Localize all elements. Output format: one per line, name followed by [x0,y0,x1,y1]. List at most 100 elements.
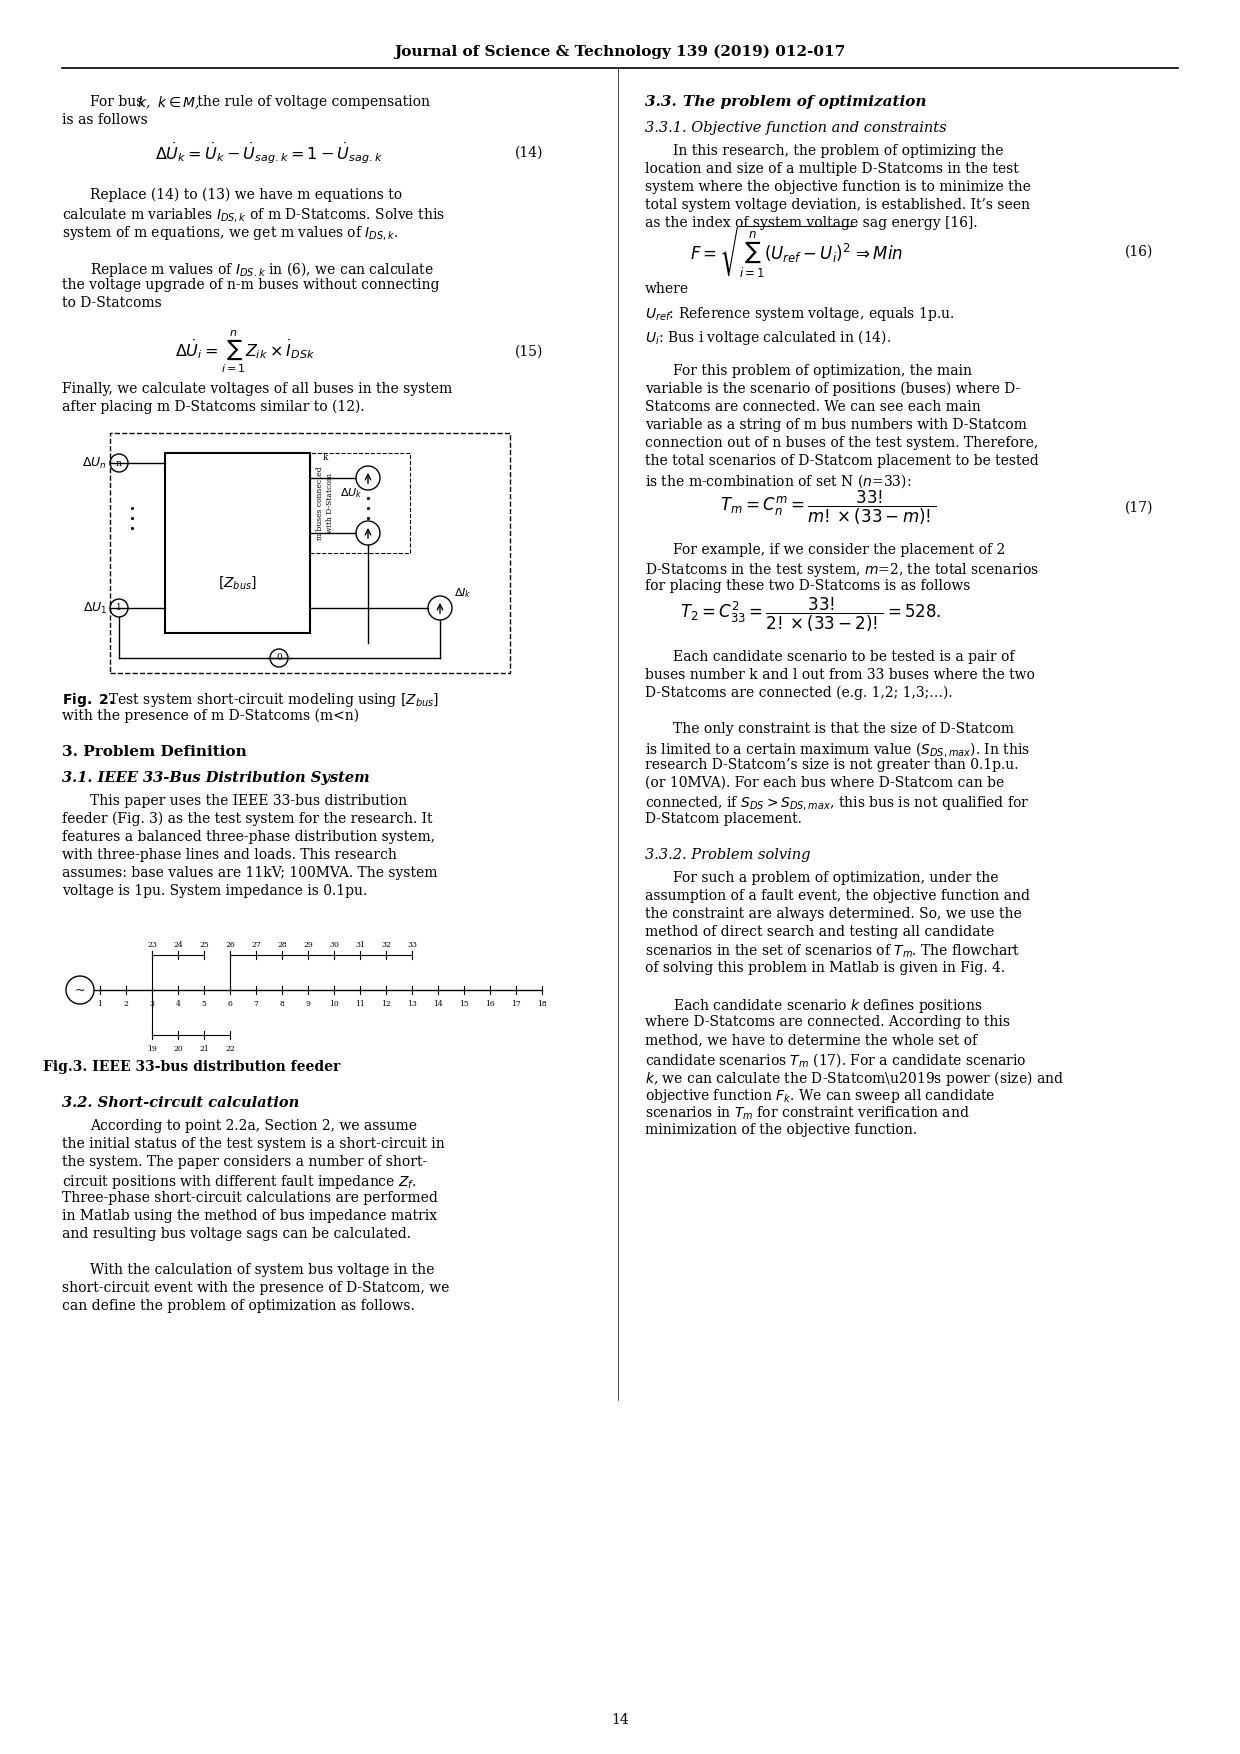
Text: 29: 29 [303,940,312,949]
Text: assumes: base values are 11kV; 100MVA. The system: assumes: base values are 11kV; 100MVA. T… [62,866,438,881]
Text: for placing these two D-Statcoms is as follows: for placing these two D-Statcoms is as f… [645,579,971,593]
Text: 28: 28 [277,940,286,949]
Text: 1: 1 [98,1000,103,1009]
Text: D-Statcom placement.: D-Statcom placement. [645,812,802,826]
Text: connection out of n buses of the test system. Therefore,: connection out of n buses of the test sy… [645,437,1038,451]
Text: assumption of a fault event, the objective function and: assumption of a fault event, the objecti… [645,889,1030,903]
Text: minimization of the objective function.: minimization of the objective function. [645,1123,918,1137]
Text: ~: ~ [74,984,86,996]
Text: $U_{ref}$: Reference system voltage, equals 1p.u.: $U_{ref}$: Reference system voltage, equ… [645,305,955,323]
Text: 3. Problem Definition: 3. Problem Definition [62,745,247,759]
Text: objective function $F_k$. We can sweep all candidate: objective function $F_k$. We can sweep a… [645,1087,996,1105]
Text: scenarios in $T_m$ for constraint verification and: scenarios in $T_m$ for constraint verifi… [645,1105,970,1123]
Text: 0: 0 [277,654,281,663]
Text: 4: 4 [176,1000,181,1009]
Text: 5: 5 [202,1000,206,1009]
Text: is as follows: is as follows [62,112,148,126]
Text: 22: 22 [226,1045,234,1052]
Text: According to point 2.2a, Section 2, we assume: According to point 2.2a, Section 2, we a… [91,1119,417,1133]
Text: $[Z_{bus}]$: $[Z_{bus}]$ [218,575,257,591]
Text: candidate scenarios $T_m$ (17). For a candidate scenario: candidate scenarios $T_m$ (17). For a ca… [645,1051,1027,1068]
Text: $F = \sqrt{\sum_{i=1}^{n}\left(U_{ref} - U_i\right)^2} \Rightarrow Min$: $F = \sqrt{\sum_{i=1}^{n}\left(U_{ref} -… [689,225,903,281]
Text: For bus: For bus [91,95,148,109]
Text: (or 10MVA). For each bus where D-Statcom can be: (or 10MVA). For each bus where D-Statcom… [645,775,1004,789]
Text: $\Delta\dot{U}_i = \sum_{i=1}^{n} Z_{ik} \times \dot{I}_{DSk}$: $\Delta\dot{U}_i = \sum_{i=1}^{n} Z_{ik}… [175,328,315,375]
Text: and resulting bus voltage sags can be calculated.: and resulting bus voltage sags can be ca… [62,1228,410,1242]
Text: Three-phase short-circuit calculations are performed: Three-phase short-circuit calculations a… [62,1191,438,1205]
Text: $U_i$: Bus i voltage calculated in (14).: $U_i$: Bus i voltage calculated in (14). [645,328,892,347]
Text: 23: 23 [148,940,157,949]
Text: $T_2 = C^2_{33} = \dfrac{33!}{2!\times(33-2)!} = 528.$: $T_2 = C^2_{33} = \dfrac{33!}{2!\times(3… [680,596,941,635]
Text: $\mathbf{Fig.\ 2.}$: $\mathbf{Fig.\ 2.}$ [62,691,114,709]
Text: connected, if $S_{DS} > S_{DS,max}$, this bus is not qualified for: connected, if $S_{DS} > S_{DS,max}$, thi… [645,795,1029,812]
Text: $\Delta U_n$: $\Delta U_n$ [82,456,107,470]
Text: to D-Statcoms: to D-Statcoms [62,296,161,310]
Text: 24: 24 [174,940,182,949]
Text: features a balanced three-phase distribution system,: features a balanced three-phase distribu… [62,830,435,844]
Text: can define the problem of optimization as follows.: can define the problem of optimization a… [62,1300,414,1314]
Text: 17: 17 [511,1000,521,1009]
Text: is limited to a certain maximum value ($S_{DS,max}$). In this: is limited to a certain maximum value ($… [645,740,1030,759]
Text: For example, if we consider the placement of 2: For example, if we consider the placemen… [673,544,1006,558]
Text: circuit positions with different fault impedance $Z_f$.: circuit positions with different fault i… [62,1173,417,1191]
Text: variable as a string of m bus numbers with D-Statcom: variable as a string of m bus numbers wi… [645,417,1027,431]
Text: 18: 18 [537,1000,547,1009]
Text: feeder (Fig. 3) as the test system for the research. It: feeder (Fig. 3) as the test system for t… [62,812,433,826]
Text: method, we have to determine the whole set of: method, we have to determine the whole s… [645,1033,977,1047]
Text: scenarios in the set of scenarios of $T_m$. The flowchart: scenarios in the set of scenarios of $T_… [645,944,1021,961]
Text: 27: 27 [252,940,260,949]
Text: 3.2. Short-circuit calculation: 3.2. Short-circuit calculation [62,1096,299,1110]
Text: 14: 14 [433,1000,443,1009]
Text: where D-Statcoms are connected. According to this: where D-Statcoms are connected. Accordin… [645,1016,1011,1030]
Text: D-Statcoms are connected (e.g. 1,2; 1,3;…).: D-Statcoms are connected (e.g. 1,2; 1,3;… [645,686,952,700]
Text: 6: 6 [228,1000,232,1009]
Text: Each candidate scenario $k$ defines positions: Each candidate scenario $k$ defines posi… [673,996,982,1016]
Text: 30: 30 [329,940,339,949]
Text: the system. The paper considers a number of short-: the system. The paper considers a number… [62,1154,428,1168]
Text: (16): (16) [1125,246,1153,260]
Text: This paper uses the IEEE 33-bus distribution: This paper uses the IEEE 33-bus distribu… [91,795,407,809]
Text: $k\in M$,: $k\in M$, [153,95,201,112]
Text: Test system short-circuit modeling using $[Z_{bus}]$: Test system short-circuit modeling using… [104,691,439,709]
Text: 15: 15 [459,1000,469,1009]
Text: the constraint are always determined. So, we use the: the constraint are always determined. So… [645,907,1022,921]
Text: with the presence of m D-Statcoms (m<n): with the presence of m D-Statcoms (m<n) [62,709,360,723]
Text: 21: 21 [200,1045,208,1052]
Text: 33: 33 [407,940,417,949]
Text: 1: 1 [117,603,122,612]
Text: 13: 13 [407,1000,417,1009]
Text: method of direct search and testing all candidate: method of direct search and testing all … [645,924,994,938]
Text: the total scenarios of D-Statcom placement to be tested: the total scenarios of D-Statcom placeme… [645,454,1039,468]
Text: 12: 12 [381,1000,391,1009]
Text: Journal of Science & Technology 139 (2019) 012-017: Journal of Science & Technology 139 (201… [394,46,846,60]
Text: variable is the scenario of positions (buses) where D-: variable is the scenario of positions (b… [645,382,1021,396]
Text: 11: 11 [355,1000,365,1009]
Text: 10: 10 [329,1000,339,1009]
Text: research D-Statcom’s size is not greater than 0.1p.u.: research D-Statcom’s size is not greater… [645,758,1018,772]
Text: 3: 3 [150,1000,155,1009]
Text: (14): (14) [515,146,543,160]
Text: (15): (15) [515,346,543,360]
Text: is the m-combination of set N ($n$=33):: is the m-combination of set N ($n$=33): [645,472,911,489]
Text: where: where [645,282,689,296]
Text: 14: 14 [611,1714,629,1728]
Text: $\Delta I_k$: $\Delta I_k$ [454,586,471,600]
Text: total system voltage deviation, is established. It’s seen: total system voltage deviation, is estab… [645,198,1030,212]
Text: For such a problem of optimization, under the: For such a problem of optimization, unde… [673,872,998,886]
Text: the rule of voltage compensation: the rule of voltage compensation [193,95,430,109]
Text: $k$,: $k$, [136,95,150,112]
Text: $k$, we can calculate the D-Statcom\u2019s power (size) and: $k$, we can calculate the D-Statcom\u201… [645,1068,1064,1087]
Text: the initial status of the test system is a short-circuit in: the initial status of the test system is… [62,1137,445,1151]
Text: 7: 7 [253,1000,258,1009]
Text: D-Statcoms in the test system, $m$=2, the total scenarios: D-Statcoms in the test system, $m$=2, th… [645,561,1039,579]
Text: with three-phase lines and loads. This research: with three-phase lines and loads. This r… [62,847,397,861]
Text: 32: 32 [381,940,391,949]
Text: The problem of optimization: The problem of optimization [683,95,926,109]
Text: as the index of system voltage sag energy [16].: as the index of system voltage sag energ… [645,216,977,230]
Text: 8: 8 [279,1000,284,1009]
Text: after placing m D-Statcoms similar to (12).: after placing m D-Statcoms similar to (1… [62,400,365,414]
Text: 20: 20 [174,1045,182,1052]
Text: $\Delta\dot{U}_k = \dot{U}_k - \dot{U}_{sag.k} = 1 - \dot{U}_{sag.k}$: $\Delta\dot{U}_k = \dot{U}_k - \dot{U}_{… [155,140,383,167]
Text: calculate m variables $I_{DS,k}$ of m D-Statcoms. Solve this: calculate m variables $I_{DS,k}$ of m D-… [62,205,445,225]
Text: system of m equations, we get m values of $I_{DS,k}$.: system of m equations, we get m values o… [62,225,398,242]
